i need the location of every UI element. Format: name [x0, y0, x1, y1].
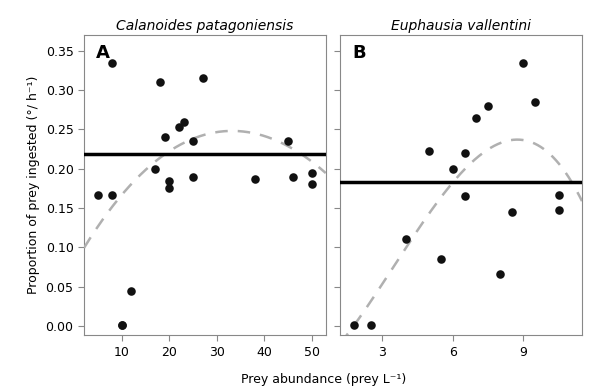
Title: Calanoides patagoniensis: Calanoides patagoniensis: [116, 19, 293, 32]
Point: [155, 79, 164, 85]
Point: [307, 170, 316, 176]
Point: [164, 185, 174, 191]
Point: [495, 271, 505, 277]
Point: [188, 174, 198, 180]
Point: [151, 166, 160, 172]
Point: [127, 288, 136, 294]
Point: [554, 191, 563, 198]
Point: [198, 75, 208, 82]
Point: [472, 115, 481, 121]
Text: B: B: [352, 44, 366, 62]
Point: [460, 150, 469, 156]
Text: A: A: [96, 44, 110, 62]
Point: [179, 119, 188, 125]
Point: [307, 181, 316, 188]
Point: [366, 322, 376, 328]
Point: [160, 134, 169, 140]
Point: [518, 60, 528, 66]
Point: [283, 138, 293, 144]
Point: [174, 124, 184, 130]
Point: [350, 322, 359, 328]
Point: [530, 99, 540, 105]
Point: [107, 60, 117, 66]
Point: [507, 209, 517, 215]
Point: [107, 191, 117, 198]
Point: [117, 322, 127, 328]
Text: Prey abundance (prey L⁻¹): Prey abundance (prey L⁻¹): [241, 373, 407, 386]
Point: [448, 166, 458, 172]
Point: [250, 176, 259, 182]
Title: Euphausia vallentini: Euphausia vallentini: [391, 19, 531, 32]
Point: [164, 177, 174, 184]
Y-axis label: Proportion of prey ingested (°/ h⁻¹): Proportion of prey ingested (°/ h⁻¹): [27, 76, 40, 294]
Point: [117, 322, 127, 328]
Point: [484, 103, 493, 109]
Point: [554, 206, 563, 213]
Point: [425, 148, 434, 154]
Point: [436, 256, 446, 262]
Point: [460, 193, 469, 199]
Point: [401, 236, 411, 243]
Point: [94, 191, 103, 198]
Point: [188, 138, 198, 144]
Point: [288, 174, 298, 180]
